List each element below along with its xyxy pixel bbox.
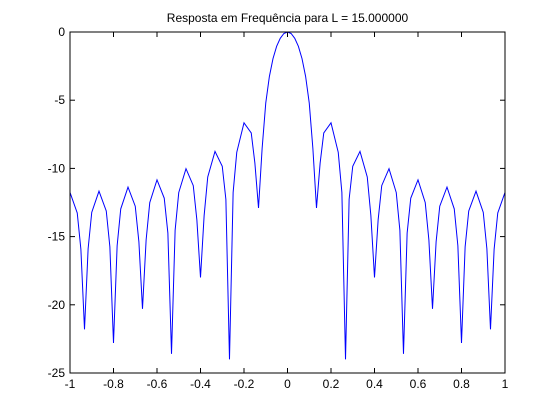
x-tick-label: -0.4: [190, 377, 211, 391]
x-tick-label: 0.8: [453, 377, 470, 391]
x-tick-label: -0.2: [234, 377, 255, 391]
x-tick-label: -0.8: [103, 377, 124, 391]
x-tick-label: -0.6: [147, 377, 168, 391]
x-tick-label: 1: [502, 377, 509, 391]
plot-area: [70, 32, 505, 373]
x-tick-label: 0.2: [323, 377, 340, 391]
chart-title: Resposta em Frequência para L = 15.00000…: [167, 11, 409, 25]
x-tick-label: -1: [65, 377, 76, 391]
x-tick-label: 0: [284, 377, 291, 391]
y-tick-label: -25: [48, 366, 66, 380]
x-tick-label: 0.6: [410, 377, 427, 391]
y-tick-label: -10: [48, 161, 66, 175]
x-tick-label: 0.4: [366, 377, 383, 391]
y-tick-label: -15: [48, 230, 66, 244]
y-tick-label: -20: [48, 298, 66, 312]
axes-box: [69, 31, 506, 374]
y-tick-label: -5: [54, 93, 65, 107]
y-tick-label: 0: [58, 25, 65, 39]
